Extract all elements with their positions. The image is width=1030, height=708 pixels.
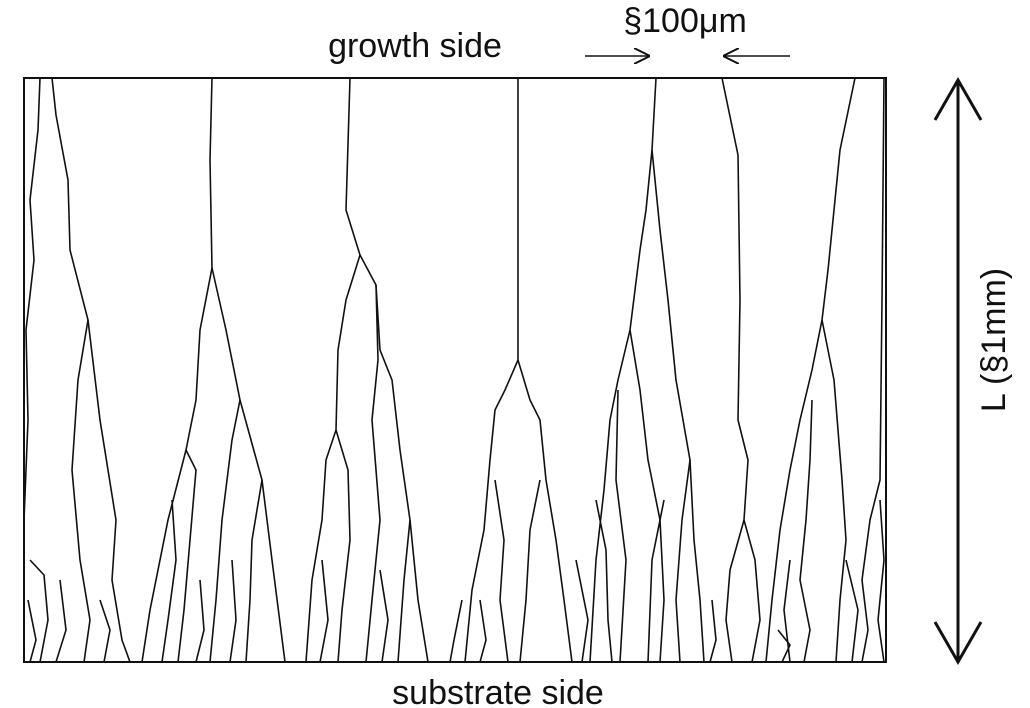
- length-label: L (§1mm): [975, 268, 1013, 412]
- width-label: §100μm: [623, 2, 747, 40]
- top-label: growth side: [328, 27, 502, 65]
- length-arrow: [933, 76, 983, 666]
- bottom-label: substrate side: [392, 674, 604, 708]
- grain-boundaries: [23, 77, 885, 663]
- sample-frame: [23, 77, 887, 663]
